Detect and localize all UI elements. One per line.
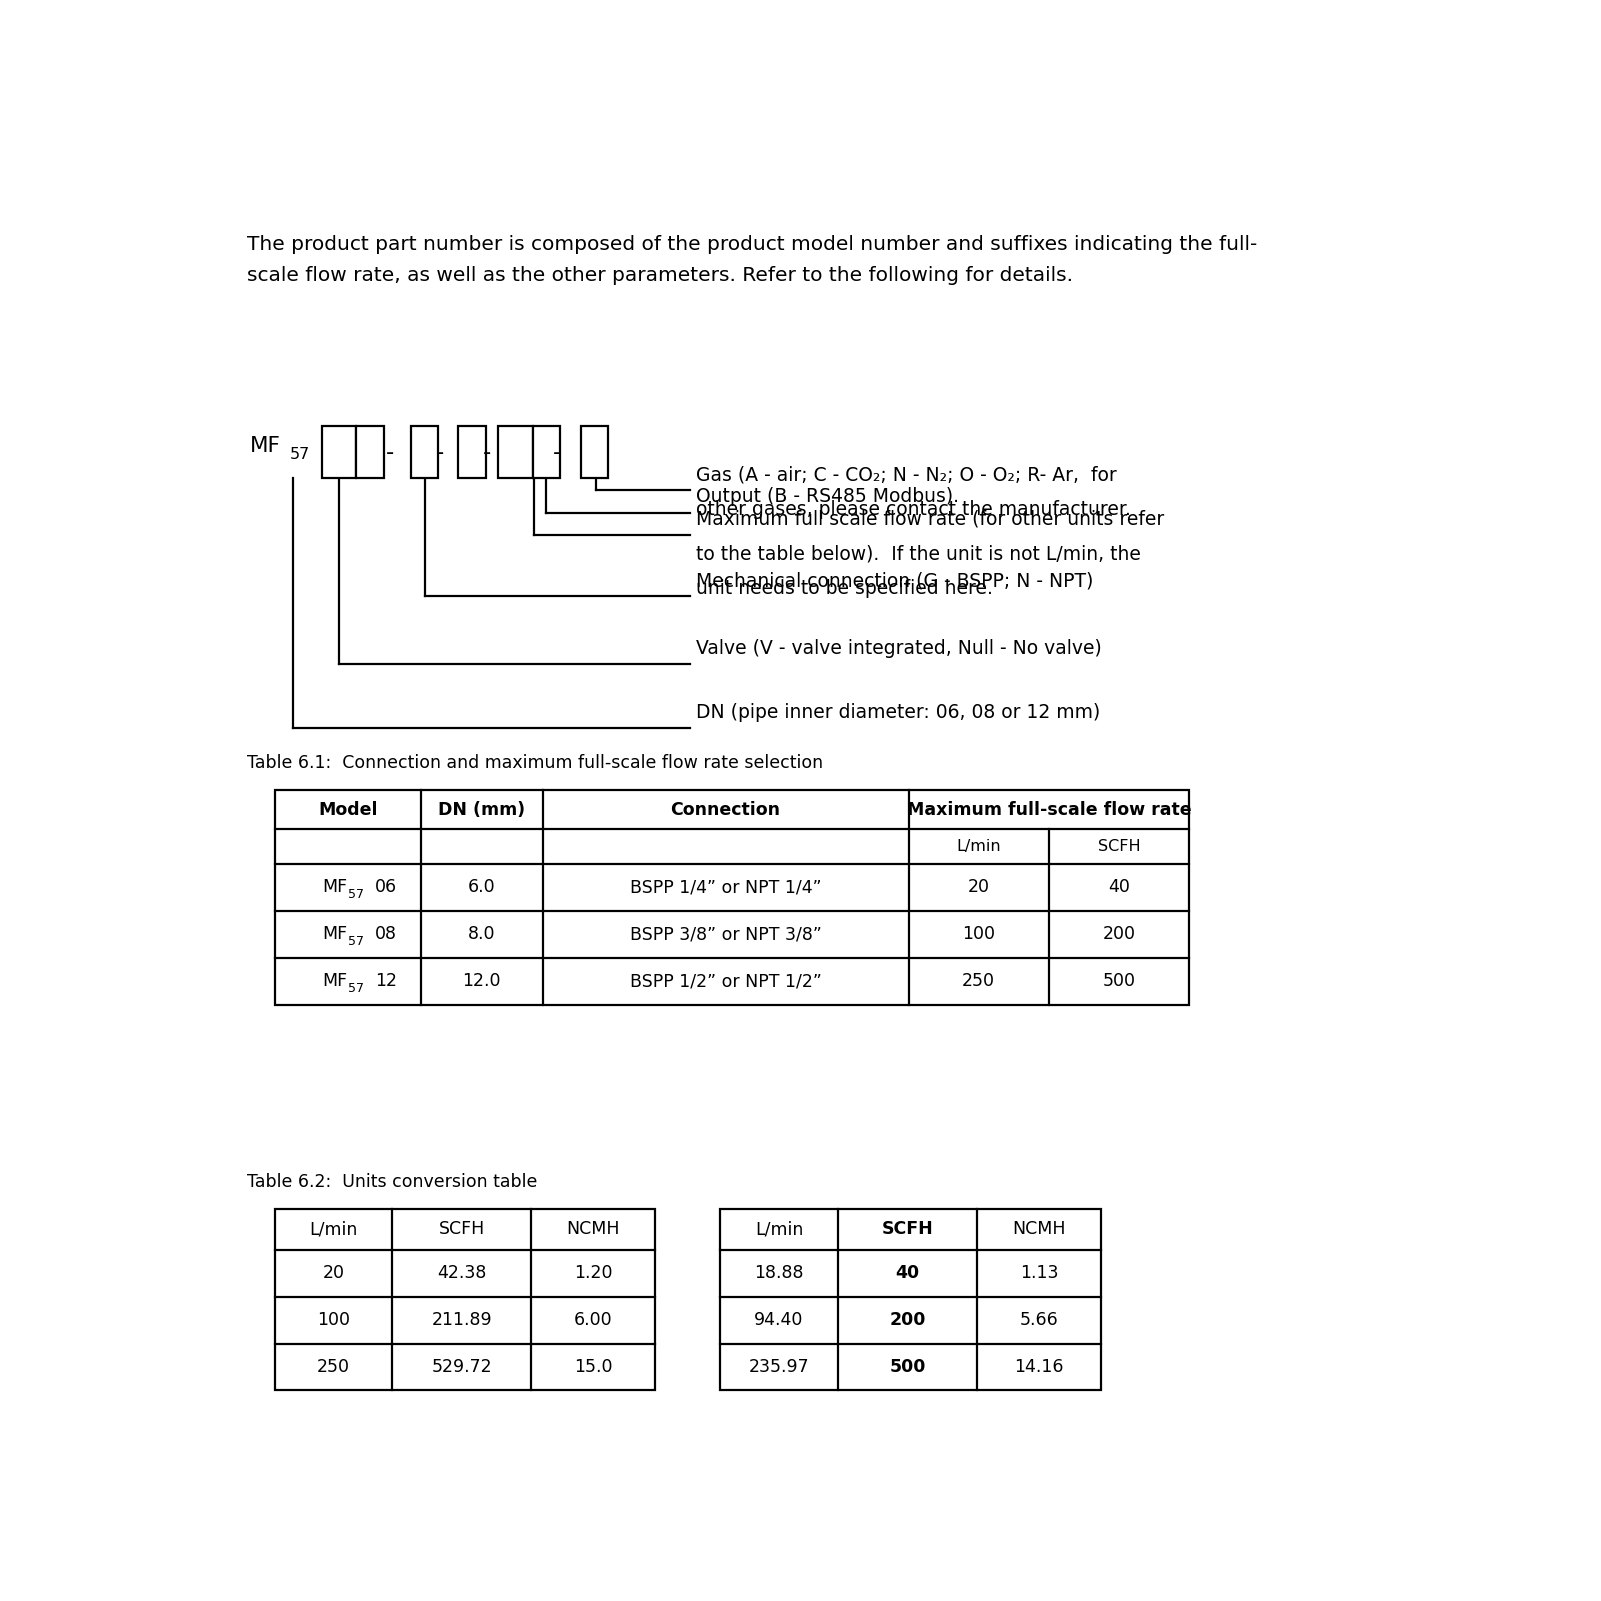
Text: 235.97: 235.97: [749, 1358, 809, 1375]
Text: 250: 250: [962, 972, 996, 989]
Text: to the table below).  If the unit is not L/min, the: to the table below). If the unit is not …: [696, 544, 1142, 564]
Text: 57: 57: [347, 935, 363, 948]
Bar: [357, 426, 384, 479]
Text: 20: 20: [322, 1265, 344, 1282]
Text: BSPP 1/4” or NPT 1/4”: BSPP 1/4” or NPT 1/4”: [629, 879, 821, 897]
Text: 6.00: 6.00: [575, 1311, 613, 1329]
Text: L/min: L/min: [956, 839, 1001, 855]
Text: 500: 500: [889, 1358, 925, 1375]
Text: Connection: Connection: [671, 800, 781, 818]
Text: MF: MF: [323, 972, 347, 989]
Text: Table 6.1:  Connection and maximum full-scale flow rate selection: Table 6.1: Connection and maximum full-s…: [247, 754, 823, 772]
Text: 200: 200: [889, 1311, 925, 1329]
Text: L/min: L/min: [754, 1220, 804, 1239]
Text: DN (mm): DN (mm): [439, 800, 525, 818]
Text: 15.0: 15.0: [575, 1358, 613, 1375]
Text: Maximum full-scale flow rate: Maximum full-scale flow rate: [906, 800, 1191, 818]
Bar: [581, 426, 608, 479]
Text: L/min: L/min: [309, 1220, 357, 1239]
Text: DN (pipe inner diameter: 06, 08 or 12 mm): DN (pipe inner diameter: 06, 08 or 12 mm…: [696, 703, 1100, 722]
Text: -: -: [435, 440, 443, 464]
Text: -: -: [386, 440, 394, 464]
Text: Maximum full scale flow rate (for other units refer: Maximum full scale flow rate (for other …: [696, 509, 1164, 528]
Text: 5.66: 5.66: [1020, 1311, 1058, 1329]
Text: SCFH: SCFH: [1098, 839, 1140, 855]
Bar: [533, 426, 560, 479]
Text: unit needs to be specified here.: unit needs to be specified here.: [696, 578, 993, 597]
Text: 500: 500: [1103, 972, 1135, 989]
Text: SCFH: SCFH: [439, 1220, 485, 1239]
Text: 57: 57: [290, 447, 309, 463]
Text: BSPP 1/2” or NPT 1/2”: BSPP 1/2” or NPT 1/2”: [629, 972, 821, 989]
Text: 20: 20: [967, 879, 989, 897]
Text: NCMH: NCMH: [567, 1220, 620, 1239]
Bar: [458, 426, 485, 479]
Text: 200: 200: [1103, 925, 1135, 943]
Text: 1.13: 1.13: [1020, 1265, 1058, 1282]
Text: 100: 100: [317, 1311, 351, 1329]
Text: Valve (V - valve integrated, Null - No valve): Valve (V - valve integrated, Null - No v…: [696, 639, 1101, 658]
Text: MF: MF: [250, 435, 280, 456]
Bar: [275, 1209, 655, 1390]
Text: 57: 57: [347, 889, 363, 901]
Text: Gas (A - air; C - CO₂; N - N₂; O - O₂; R- Ar,  for: Gas (A - air; C - CO₂; N - N₂; O - O₂; R…: [696, 466, 1117, 484]
Text: The product part number is composed of the product model number and suffixes ind: The product part number is composed of t…: [247, 235, 1257, 255]
Text: 250: 250: [317, 1358, 351, 1375]
Text: -: -: [554, 440, 562, 464]
Text: 06: 06: [375, 879, 397, 897]
Text: -: -: [482, 440, 492, 464]
Text: 42.38: 42.38: [437, 1265, 487, 1282]
Bar: [498, 426, 533, 479]
Text: 8.0: 8.0: [467, 925, 496, 943]
Text: 211.89: 211.89: [432, 1311, 492, 1329]
Text: scale flow rate, as well as the other parameters. Refer to the following for det: scale flow rate, as well as the other pa…: [247, 266, 1073, 285]
Text: 529.72: 529.72: [432, 1358, 492, 1375]
Text: NCMH: NCMH: [1012, 1220, 1066, 1239]
Text: other gases, please contact the manufacturer.: other gases, please contact the manufact…: [696, 500, 1132, 519]
Text: 6.0: 6.0: [467, 879, 496, 897]
Bar: [322, 426, 357, 479]
Text: 94.40: 94.40: [754, 1311, 804, 1329]
Text: 12.0: 12.0: [463, 972, 501, 989]
Text: 14.16: 14.16: [1013, 1358, 1063, 1375]
Text: 40: 40: [895, 1265, 919, 1282]
Text: 12: 12: [375, 972, 397, 989]
Bar: [275, 789, 1190, 1004]
Text: 57: 57: [347, 981, 363, 994]
Text: Table 6.2:  Units conversion table: Table 6.2: Units conversion table: [247, 1172, 538, 1191]
Text: BSPP 3/8” or NPT 3/8”: BSPP 3/8” or NPT 3/8”: [629, 925, 821, 943]
Text: 18.88: 18.88: [754, 1265, 804, 1282]
Text: Output (B - RS485 Modbus).: Output (B - RS485 Modbus).: [696, 487, 959, 506]
Bar: [720, 1209, 1101, 1390]
Bar: [411, 426, 439, 479]
Text: 40: 40: [1108, 879, 1130, 897]
Text: 100: 100: [962, 925, 996, 943]
Text: 1.20: 1.20: [575, 1265, 613, 1282]
Text: SCFH: SCFH: [882, 1220, 933, 1239]
Text: MF: MF: [323, 879, 347, 897]
Text: Model: Model: [319, 800, 378, 818]
Text: Mechanical connection (G - BSPP; N - NPT): Mechanical connection (G - BSPP; N - NPT…: [696, 572, 1093, 591]
Text: 08: 08: [375, 925, 397, 943]
Text: MF: MF: [323, 925, 347, 943]
